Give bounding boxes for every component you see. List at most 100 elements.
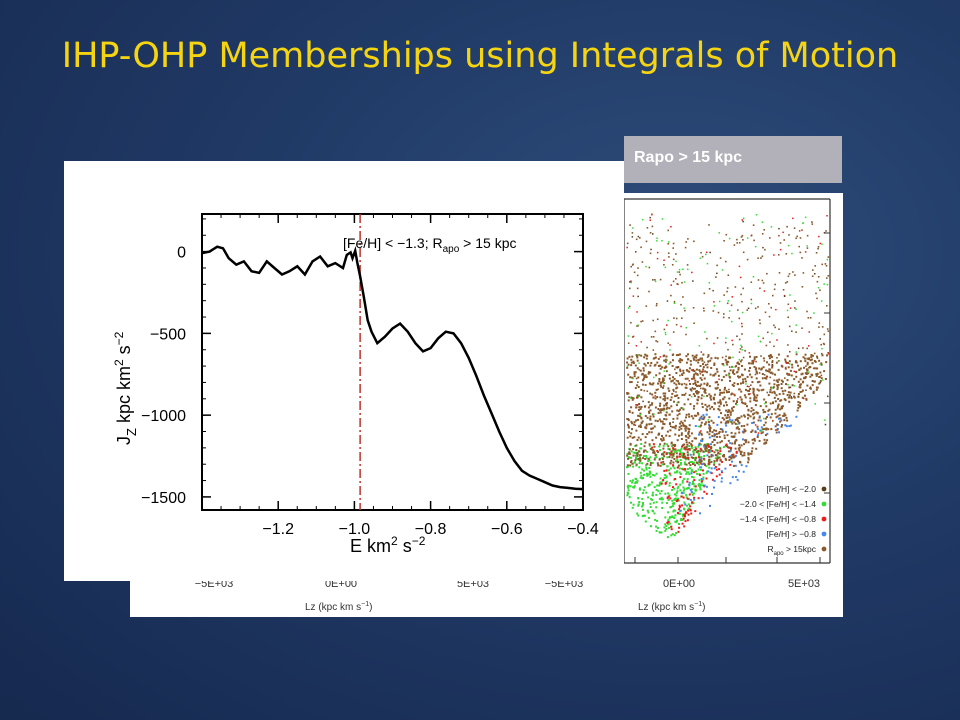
scatter-point xyxy=(749,393,751,395)
scatter-point xyxy=(653,450,656,453)
scatter-point xyxy=(674,497,677,500)
scatter-point xyxy=(792,217,794,220)
scatter-point xyxy=(688,481,691,484)
scatter-point xyxy=(653,458,656,461)
scatter-point xyxy=(783,414,785,417)
scatter-point xyxy=(741,365,743,367)
scatter-point xyxy=(698,433,700,436)
y-tick-label: −500 xyxy=(150,326,186,343)
scatter-point xyxy=(756,394,759,397)
scatter-point xyxy=(740,382,742,385)
scatter-point xyxy=(662,392,665,395)
scatter-point xyxy=(649,475,652,478)
scatter-point xyxy=(651,491,654,494)
scatter-point xyxy=(748,389,750,392)
scatter-point xyxy=(678,428,681,431)
scatter-point xyxy=(626,365,629,367)
scatter-point xyxy=(641,505,643,508)
scatter-point xyxy=(672,510,675,513)
scatter-point xyxy=(654,395,656,397)
scatter-point xyxy=(653,413,655,415)
scatter-point xyxy=(687,436,690,439)
scatter-point xyxy=(701,370,703,373)
scatter-point xyxy=(658,445,661,448)
scatter-point xyxy=(700,383,703,386)
scatter-x-tick-label: 5E+03 xyxy=(788,578,820,590)
scatter-point xyxy=(736,362,739,365)
scatter-point xyxy=(650,431,653,434)
scatter-point xyxy=(665,355,668,358)
scatter-point xyxy=(671,392,674,395)
scatter-point xyxy=(631,236,634,238)
scatter-point xyxy=(743,443,746,446)
scatter-point xyxy=(663,395,666,397)
scatter-point xyxy=(773,396,776,399)
scatter-point xyxy=(633,421,636,424)
scatter-point xyxy=(663,408,665,411)
scatter-point xyxy=(665,528,668,530)
scatter-point xyxy=(782,231,784,234)
scatter-point xyxy=(702,418,705,421)
scatter-point xyxy=(646,462,649,465)
scatter-point xyxy=(679,459,682,462)
scatter-point xyxy=(637,514,640,517)
scatter-point xyxy=(757,279,760,281)
scatter-point xyxy=(655,436,658,439)
scatter-point xyxy=(723,434,726,437)
scatter-point xyxy=(766,272,768,275)
scatter-point xyxy=(684,463,686,466)
scatter-point xyxy=(655,529,658,532)
scatter-point xyxy=(648,459,651,462)
scatter-point xyxy=(637,497,640,499)
scatter-point xyxy=(804,377,807,380)
scatter-point xyxy=(749,355,751,358)
scatter-point xyxy=(702,366,705,369)
scatter-point xyxy=(665,358,667,361)
scatter-point xyxy=(787,366,790,369)
scatter-point xyxy=(655,501,658,504)
scatter-point xyxy=(793,392,796,395)
scatter-point xyxy=(714,372,717,375)
scatter-point xyxy=(762,366,765,369)
scatter-point xyxy=(656,237,658,239)
scatter-point xyxy=(701,497,704,500)
scatter-point xyxy=(663,359,666,362)
scatter-point xyxy=(816,373,818,376)
scatter-point xyxy=(700,433,703,436)
scatter-point xyxy=(673,493,676,496)
scatter-point xyxy=(682,513,684,516)
scatter-point xyxy=(636,311,638,313)
scatter-point xyxy=(682,408,685,411)
scatter-point xyxy=(690,470,693,473)
scatter-point xyxy=(745,383,747,385)
scatter-point xyxy=(706,405,709,408)
scatter-point xyxy=(704,423,707,426)
scatter-point xyxy=(659,367,662,370)
scatter-point xyxy=(811,354,814,357)
scatter-point xyxy=(660,381,663,384)
scatter-point xyxy=(793,385,796,387)
scatter-point xyxy=(649,456,652,459)
scatter-point xyxy=(649,502,652,505)
scatter-point xyxy=(740,293,742,296)
scatter-point xyxy=(691,482,694,485)
scatter-point xyxy=(663,404,666,407)
scatter-point xyxy=(652,233,654,235)
scatter-point xyxy=(686,471,689,474)
scatter-point xyxy=(818,326,820,328)
scatter-point xyxy=(779,417,782,420)
scatter-point xyxy=(737,420,739,423)
scatter-point xyxy=(693,358,696,361)
scatter-point xyxy=(647,406,650,409)
scatter-point xyxy=(696,373,699,376)
scatter-point xyxy=(697,451,700,454)
scatter-point xyxy=(710,419,713,422)
scatter-point xyxy=(659,384,662,387)
scatter-point xyxy=(758,439,761,442)
scatter-point xyxy=(713,301,715,303)
scatter-point xyxy=(708,427,711,430)
scatter-point xyxy=(802,347,804,349)
scatter-point xyxy=(715,475,718,478)
scatter-point xyxy=(787,303,790,306)
scatter-point xyxy=(628,410,631,413)
